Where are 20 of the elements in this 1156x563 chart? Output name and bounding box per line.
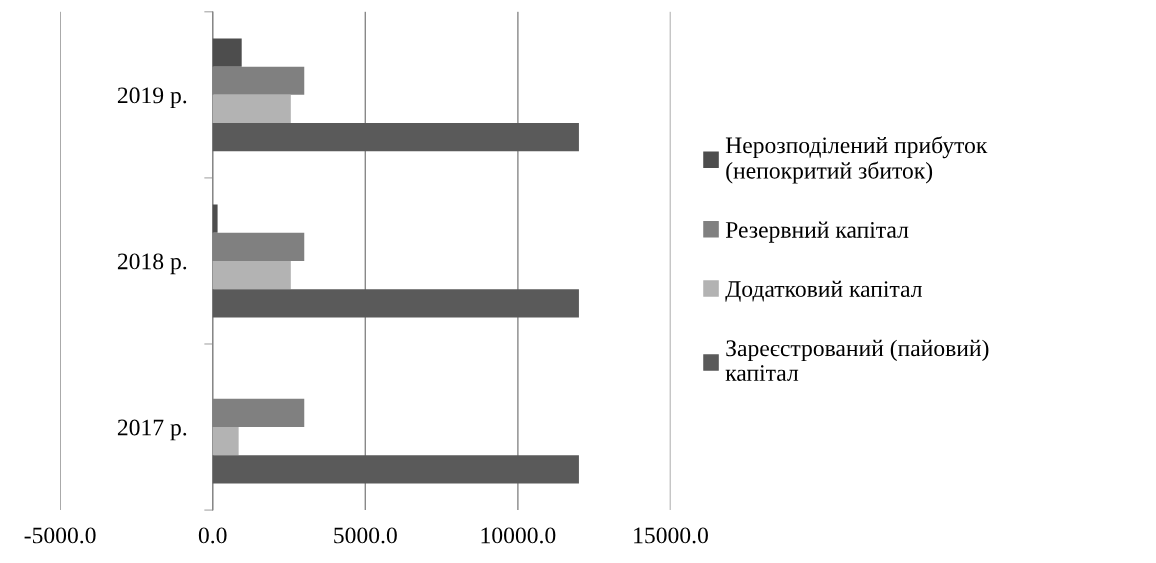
bar: [212, 38, 242, 67]
bar: [212, 260, 291, 290]
y-tick-label: 2017 р.: [117, 419, 187, 441]
bar: [212, 455, 579, 484]
y-tick-label: 2019 р.: [117, 87, 187, 109]
bar: [212, 427, 239, 456]
legend-label: Нерозподілений прибуток (непокритий збиток): [725, 136, 988, 184]
y-tick-label: 2018 р.: [117, 253, 187, 275]
x-tick-label: 5000.0: [334, 527, 397, 544]
x-tick-label: -5000.0: [24, 527, 96, 544]
bar: [212, 94, 291, 124]
bar: [212, 123, 579, 152]
legend-label: Резервний капітал: [725, 221, 909, 243]
bar: [212, 204, 218, 233]
legend-label: Додатковий капітал: [725, 280, 922, 302]
legend-label: Зареєстрований (пайовий) капітал: [725, 339, 989, 381]
x-tick-label: 10000.0: [481, 527, 556, 544]
bar: [212, 289, 579, 318]
x-tick-label: 0.0: [198, 527, 227, 544]
x-tick-label: 15000.0: [634, 527, 708, 544]
